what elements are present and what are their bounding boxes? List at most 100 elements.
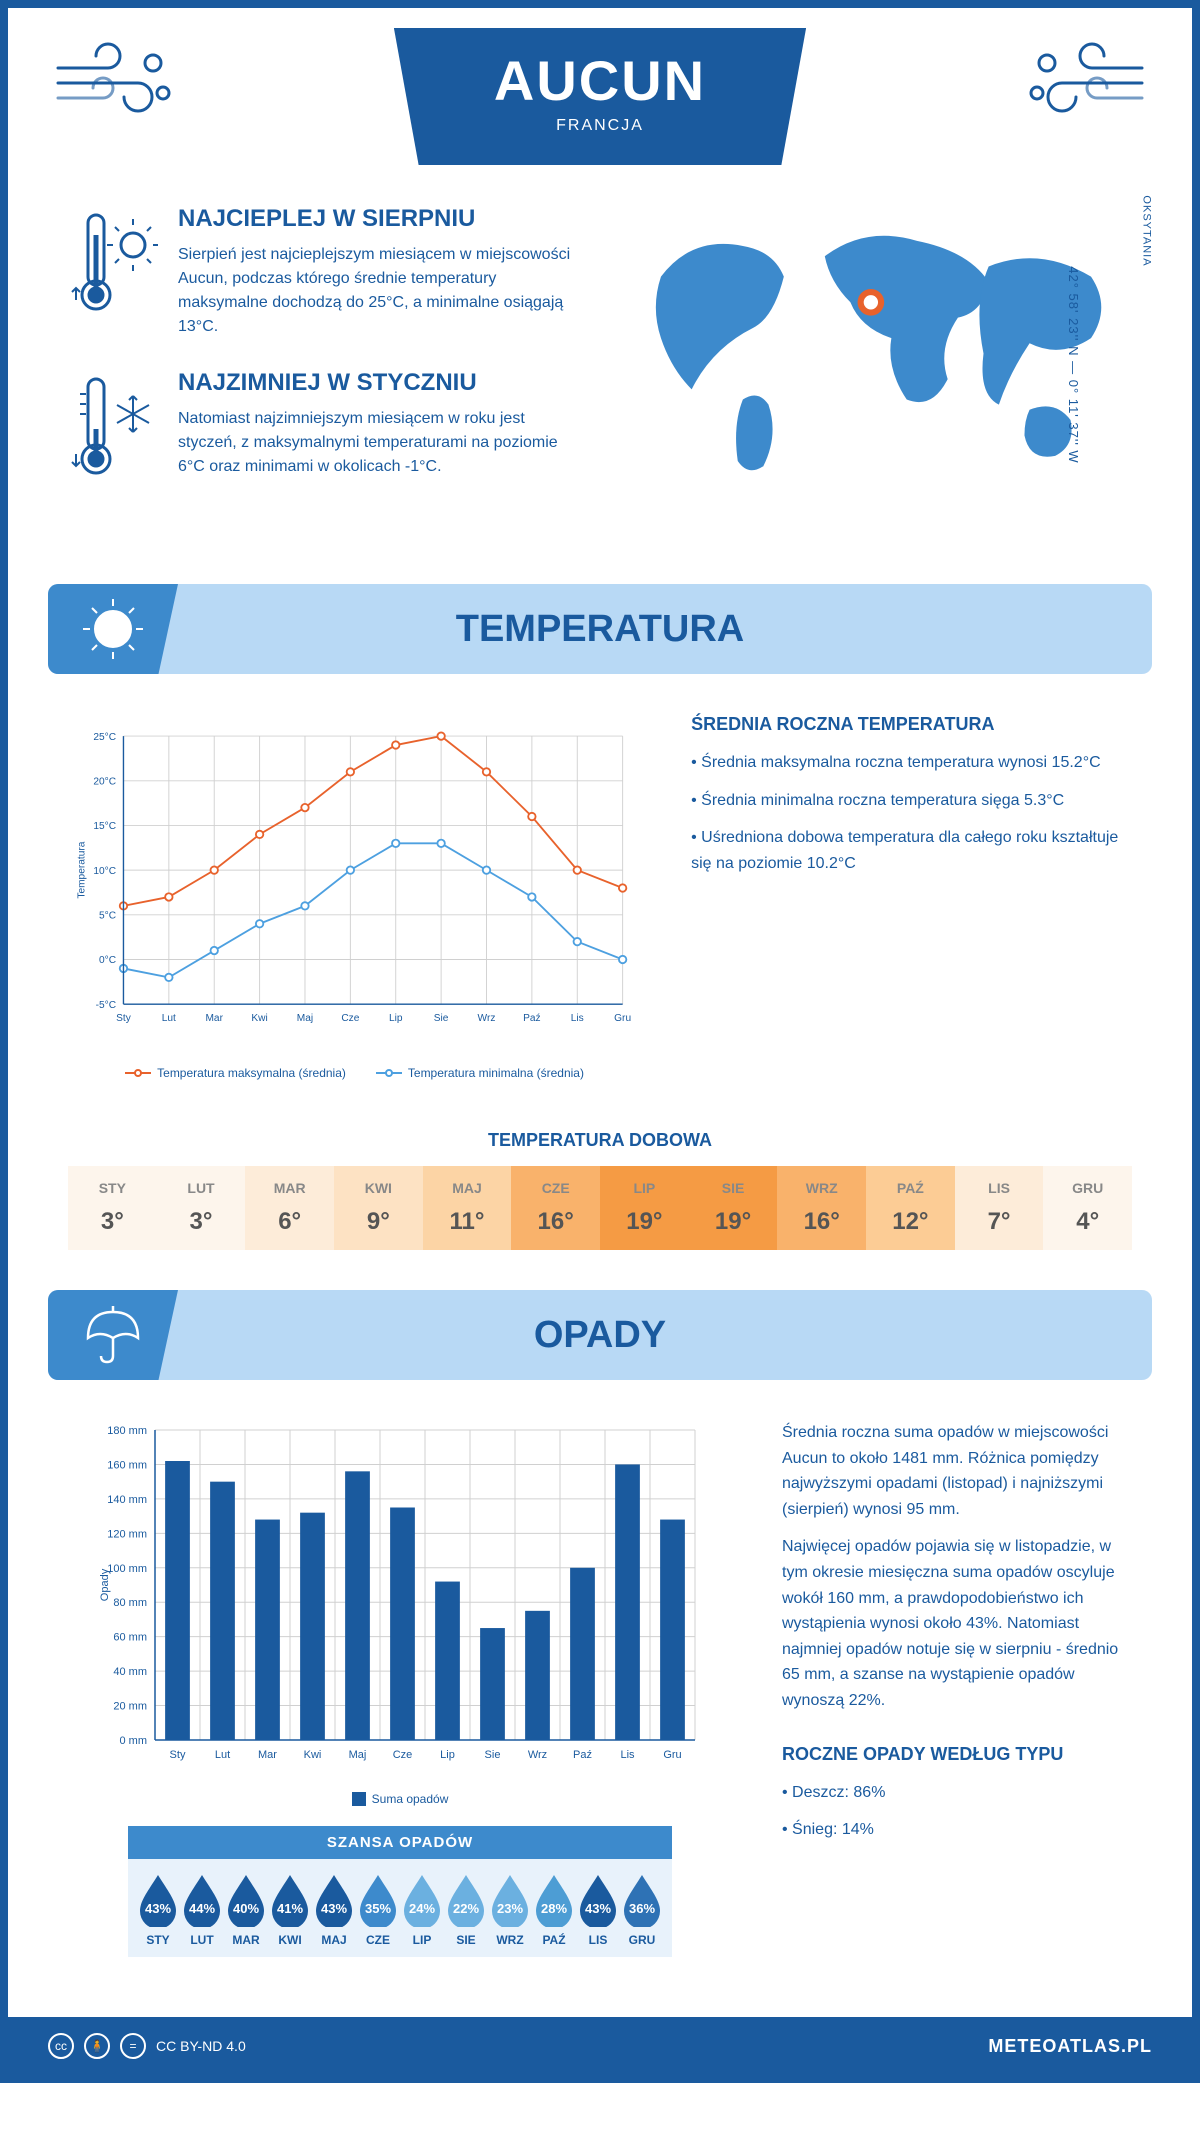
- coldest-title: NAJZIMNIEJ W STYCZNIU: [178, 369, 580, 397]
- svg-text:100 mm: 100 mm: [107, 1563, 147, 1575]
- daily-temp-cell: MAR6°: [245, 1166, 334, 1250]
- precip-chance-month: LIP: [400, 1933, 444, 1947]
- svg-text:44%: 44%: [189, 1901, 215, 1916]
- precip-type-item: Deszcz: 86%: [782, 1780, 1132, 1806]
- drop-icon: 43%: [312, 1873, 356, 1927]
- site-name: METEOATLAS.PL: [988, 2036, 1152, 2057]
- svg-text:-5°C: -5°C: [96, 1000, 116, 1011]
- precipitation-title: OPADY: [178, 1314, 1152, 1357]
- temperature-chart-legend: Temperatura maksymalna (średnia)Temperat…: [68, 1066, 641, 1080]
- footer: cc 🧍 = CC BY-ND 4.0 METEOATLAS.PL: [8, 2017, 1192, 2075]
- precip-chance-cell: 24% LIP: [400, 1873, 444, 1947]
- daily-temp-value: 12°: [866, 1208, 955, 1236]
- daily-temp-cell: CZE 16°: [511, 1166, 600, 1250]
- legend-item: Temperatura minimalna (średnia): [376, 1066, 584, 1080]
- temp-summary-item: Średnia minimalna roczna temperatura się…: [691, 788, 1132, 814]
- daily-temp-cell: STY3°: [68, 1166, 157, 1250]
- daily-temp-month: SIE: [689, 1180, 778, 1196]
- daily-temp-value: 4°: [1043, 1208, 1132, 1236]
- precip-chance-cell: 43% STY: [136, 1873, 180, 1947]
- svg-text:80 mm: 80 mm: [113, 1597, 147, 1609]
- daily-temp-value: 19°: [689, 1208, 778, 1236]
- svg-text:Gru: Gru: [614, 1013, 631, 1024]
- svg-text:41%: 41%: [277, 1901, 303, 1916]
- daily-temp-month: KWI: [334, 1180, 423, 1196]
- daily-temp-value: 16°: [777, 1208, 866, 1236]
- precip-chance-cell: 40%MAR: [224, 1873, 268, 1947]
- drop-icon: 36%: [620, 1873, 664, 1927]
- precip-chance-cell: 36% GRU: [620, 1873, 664, 1947]
- temperature-line-chart: -5°C0°C5°C10°C15°C20°C25°CStyLutMarKwiMa…: [68, 714, 641, 1054]
- daily-temp-cell: MAJ11°: [423, 1166, 512, 1250]
- daily-temp-bar: STY3°LUT3°MAR6°KWI9°MAJ11°CZE16°LIP19°SI…: [68, 1166, 1132, 1250]
- precip-chance-cell: 28%PAŹ: [532, 1873, 576, 1947]
- precip-text-2: Najwięcej opadów pojawia się w listopadz…: [782, 1534, 1132, 1713]
- svg-text:15°C: 15°C: [93, 821, 116, 832]
- daily-temp-cell: WRZ16°: [777, 1166, 866, 1250]
- svg-text:40%: 40%: [233, 1901, 259, 1916]
- svg-text:43%: 43%: [145, 1901, 171, 1916]
- precip-chance-month: PAŹ: [532, 1933, 576, 1947]
- precipitation-section-header: OPADY: [48, 1290, 1152, 1380]
- daily-temp-value: 7°: [955, 1208, 1044, 1236]
- svg-text:Cze: Cze: [393, 1749, 413, 1761]
- drop-icon: 40%: [224, 1873, 268, 1927]
- svg-text:Lut: Lut: [215, 1749, 230, 1761]
- svg-text:20°C: 20°C: [93, 776, 116, 787]
- svg-text:Lip: Lip: [389, 1013, 403, 1024]
- svg-text:Lis: Lis: [620, 1749, 635, 1761]
- daily-temp-month: MAR: [245, 1180, 334, 1196]
- svg-text:Sie: Sie: [434, 1013, 449, 1024]
- svg-text:120 mm: 120 mm: [107, 1528, 147, 1540]
- drop-icon: 43%: [576, 1873, 620, 1927]
- svg-text:Kwi: Kwi: [251, 1013, 267, 1024]
- svg-text:0°C: 0°C: [99, 955, 116, 966]
- sun-icon: [48, 584, 178, 674]
- svg-text:22%: 22%: [453, 1901, 479, 1916]
- svg-text:0 mm: 0 mm: [120, 1735, 148, 1747]
- warmest-title: NAJCIEPLEJ W SIERPNIU: [178, 205, 580, 233]
- temperature-title: TEMPERATURA: [178, 608, 1152, 651]
- daily-temp-cell: KWI9°: [334, 1166, 423, 1250]
- drop-icon: 41%: [268, 1873, 312, 1927]
- svg-text:Sty: Sty: [116, 1013, 132, 1024]
- precip-chance-panel: SZANSA OPADÓW 43%STY44%LUT40%MAR41%KWI43…: [128, 1826, 672, 1957]
- precip-chance-month: WRZ: [488, 1933, 532, 1947]
- daily-temp-month: LUT: [157, 1180, 246, 1196]
- daily-temp-value: 16°: [511, 1208, 600, 1236]
- precip-chance-month: CZE: [356, 1933, 400, 1947]
- wind-icon-right: [1012, 28, 1152, 128]
- daily-temp-cell: LUT3°: [157, 1166, 246, 1250]
- precip-chance-cell: 41%KWI: [268, 1873, 312, 1947]
- intro-section: NAJCIEPLEJ W SIERPNIU Sierpień jest najc…: [8, 205, 1192, 564]
- precip-chance-month: GRU: [620, 1933, 664, 1947]
- daily-temp-cell: GRU4°: [1043, 1166, 1132, 1250]
- drop-icon: 24%: [400, 1873, 444, 1927]
- svg-text:25°C: 25°C: [93, 732, 116, 743]
- precip-chance-month: STY: [136, 1933, 180, 1947]
- temp-summary-title: ŚREDNIA ROCZNA TEMPERATURA: [691, 714, 1132, 735]
- precip-chance-month: LIS: [576, 1933, 620, 1947]
- precip-chance-month: MAJ: [312, 1933, 356, 1947]
- precip-chance-cell: 22%SIE: [444, 1873, 488, 1947]
- svg-text:10°C: 10°C: [93, 866, 116, 877]
- daily-temp-month: CZE: [511, 1180, 600, 1196]
- precip-chance-month: LUT: [180, 1933, 224, 1947]
- daily-temp-value: 11°: [423, 1208, 512, 1236]
- daily-temp-cell: PAŹ12°: [866, 1166, 955, 1250]
- wind-icon-left: [48, 28, 188, 128]
- daily-temp-cell: LIP19°: [600, 1166, 689, 1250]
- svg-text:20 mm: 20 mm: [113, 1701, 147, 1713]
- svg-text:23%: 23%: [497, 1901, 523, 1916]
- warmest-text: Sierpień jest najcieplejszym miesiącem w…: [178, 243, 580, 339]
- svg-text:Sie: Sie: [485, 1749, 501, 1761]
- by-icon: 🧍: [84, 2033, 110, 2059]
- svg-text:Maj: Maj: [297, 1013, 313, 1024]
- coordinates: 42° 58' 23'' N — 0° 11' 37'' W: [1066, 266, 1081, 463]
- coldest-block: NAJZIMNIEJ W STYCZNIU Natomiast najzimni…: [68, 369, 580, 494]
- license-text: CC BY-ND 4.0: [156, 2038, 246, 2054]
- precip-type-item: Śnieg: 14%: [782, 1817, 1132, 1843]
- drop-icon: 23%: [488, 1873, 532, 1927]
- svg-text:Mar: Mar: [258, 1749, 277, 1761]
- temperature-section-header: TEMPERATURA: [48, 584, 1152, 674]
